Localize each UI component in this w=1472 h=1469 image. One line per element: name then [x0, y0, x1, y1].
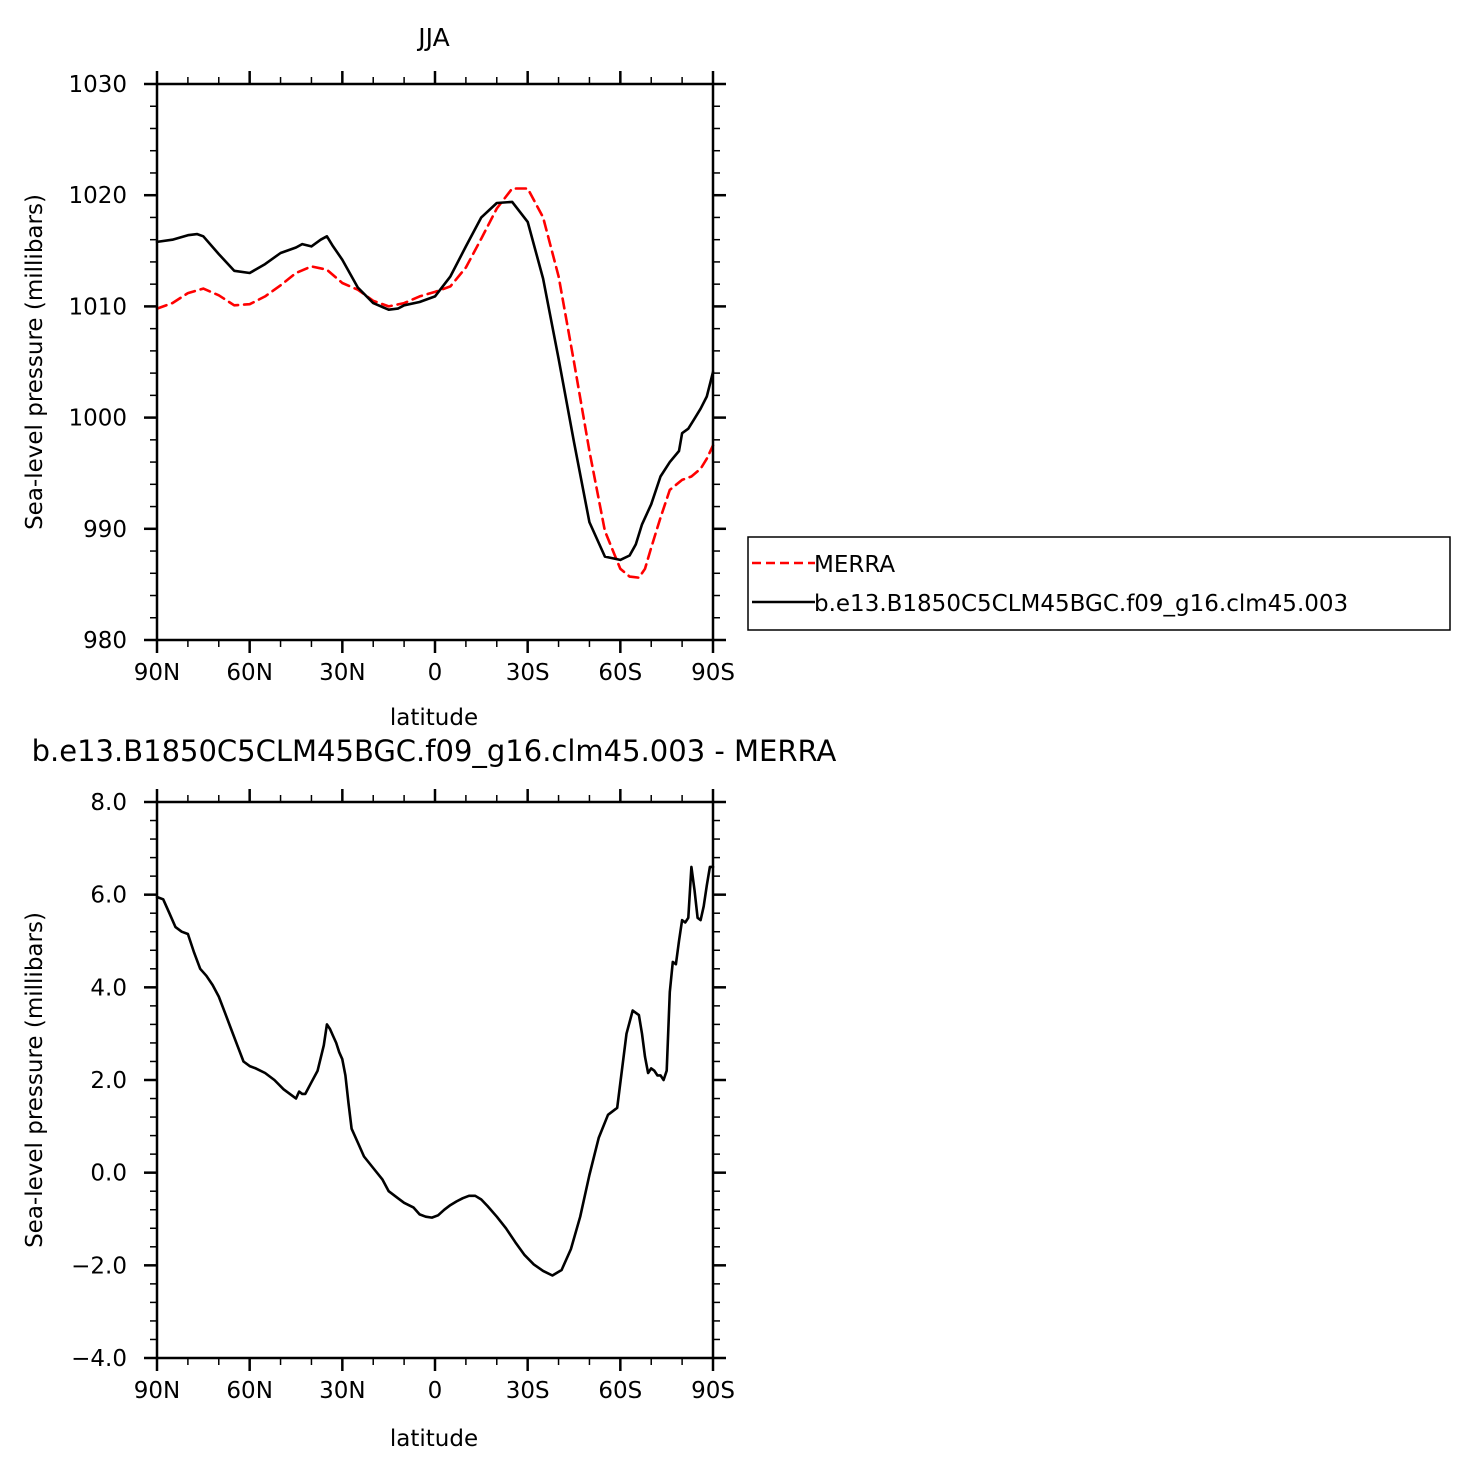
panel-top-xtick-label: 60N	[226, 660, 272, 686]
panel-bottom-ytick-label: −2.0	[71, 1253, 127, 1279]
panel-top-ytick-label: 1020	[68, 183, 127, 209]
panel-bottom-ytick-label: 4.0	[90, 975, 127, 1001]
panel-top-xtick-label: 30N	[319, 660, 365, 686]
panel-bottom-xtick-label: 0	[428, 1378, 443, 1404]
panel-top-ytick-label: 1030	[68, 72, 127, 98]
panel-top-ytick-label: 990	[83, 517, 127, 543]
panel-top-xtick-label: 60S	[598, 660, 642, 686]
panel-top-ytick-label: 1010	[68, 294, 127, 320]
panel-bottom-xtick-label: 90S	[691, 1378, 735, 1404]
panel-top-series-line-1	[155, 200, 715, 562]
legend-label-model: b.e13.B1850C5CLM45BGC.f09_g16.clm45.003	[814, 591, 1348, 617]
panel-top-ytick-label: 1000	[68, 406, 127, 432]
panel-top-xlabel: latitude	[390, 705, 478, 731]
panel-bottom-ytick-label: 6.0	[90, 883, 127, 909]
panel-top-ylabel: Sea-level pressure (millibars)	[22, 194, 48, 530]
legend-box	[747, 536, 1451, 631]
panel-top-xtick-label: 90S	[691, 660, 735, 686]
panel-bottom-ylabel: Sea-level pressure (millibars)	[22, 912, 48, 1248]
panel-top-title: JJA	[416, 23, 449, 52]
panel-bottom-ytick-label: 2.0	[90, 1068, 127, 1094]
legend: MERRA b.e13.B1850C5CLM45BGC.f09_g16.clm4…	[747, 536, 1451, 631]
panel-bottom-xtick-label: 30S	[506, 1378, 550, 1404]
panel-top-xtick-label: 90N	[134, 660, 180, 686]
panel-bottom: b.e13.B1850C5CLM45BGC.f09_g16.clm45.003 …	[22, 734, 837, 1452]
panel-top-xtick-label: 30S	[506, 660, 550, 686]
panel-bottom-xtick-label: 60N	[226, 1378, 272, 1404]
panel-bottom-ytick-label: 8.0	[90, 790, 127, 816]
panel-bottom-xlabel: latitude	[390, 1426, 478, 1452]
panel-top: JJA 90N 60N 30N 0 30S 60S 90S 1030 1020 1010 1000 9…	[22, 23, 1451, 731]
panel-bottom-ytick-label: 0.0	[90, 1161, 127, 1187]
panel-bottom-ytick-label: −4.0	[71, 1346, 127, 1372]
panel-top-xtick-label: 0	[428, 660, 443, 686]
legend-label-merra: MERRA	[814, 552, 895, 578]
panel-top-ytick-label: 980	[83, 628, 127, 654]
panel-bottom-title: b.e13.B1850C5CLM45BGC.f09_g16.clm45.003 …	[32, 734, 837, 768]
panel-bottom-xtick-label: 60S	[598, 1378, 642, 1404]
panel-bottom-xtick-label: 90N	[134, 1378, 180, 1404]
panel-bottom-xtick-label: 30N	[319, 1378, 365, 1404]
panel-bottom-series-line-0	[155, 865, 715, 1277]
panel-top-series-line-0	[155, 187, 715, 580]
